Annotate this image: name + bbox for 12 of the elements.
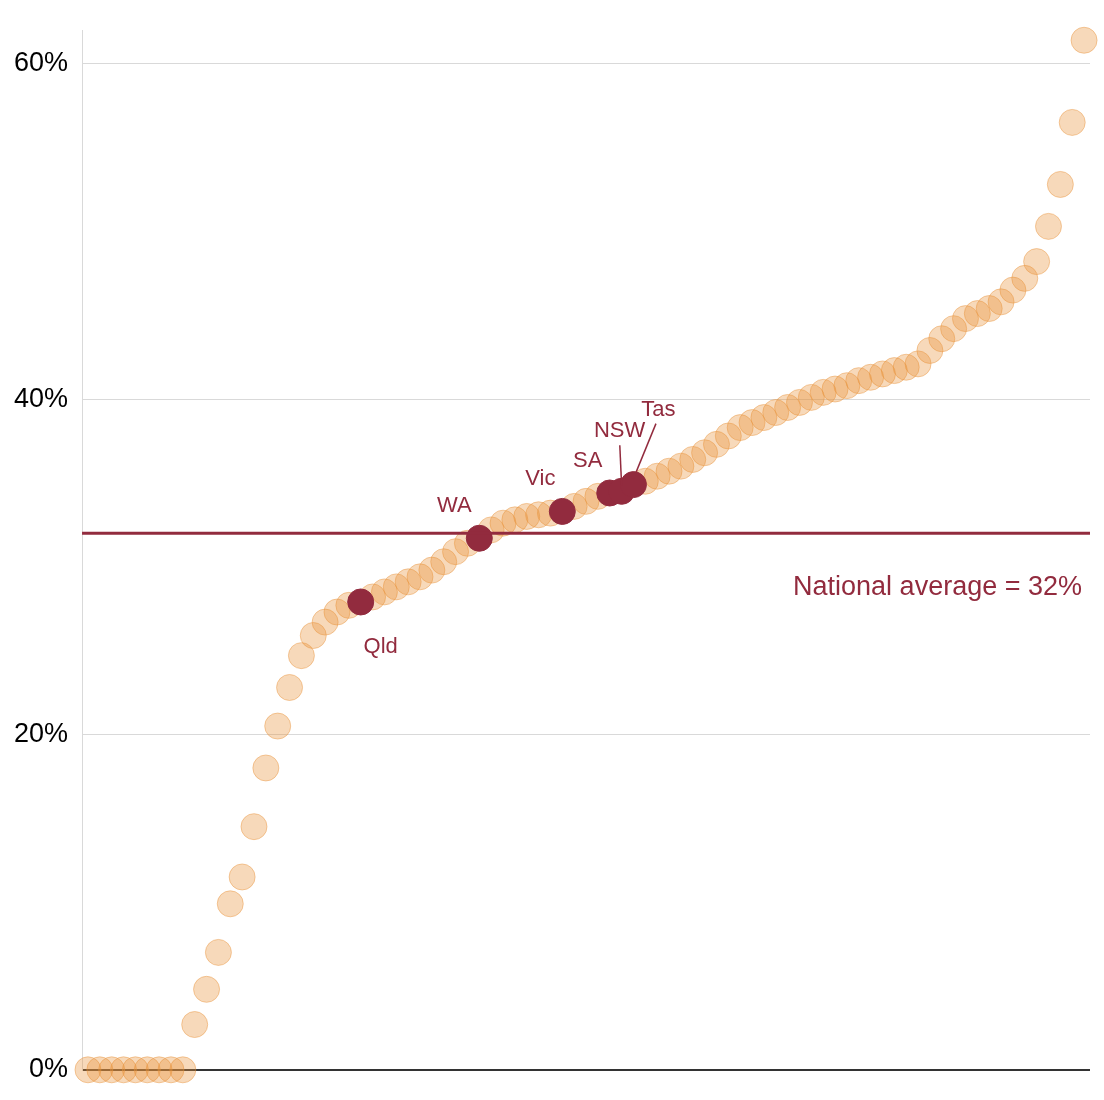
annotation: WA: [436, 492, 472, 518]
ref-line-label: National average = 32%: [793, 570, 1082, 601]
y-tick-label: 20%: [13, 717, 69, 748]
annotation: SA: [573, 447, 603, 473]
point: [619, 471, 647, 499]
point: [347, 588, 375, 616]
y-tick-label: 0%: [29, 1053, 69, 1084]
y-tick-label: 60%: [13, 47, 69, 78]
point: [548, 497, 576, 525]
y-tick-label: 40%: [13, 382, 69, 413]
annotation: Vic: [525, 465, 556, 491]
annotation: Qld: [363, 633, 398, 659]
